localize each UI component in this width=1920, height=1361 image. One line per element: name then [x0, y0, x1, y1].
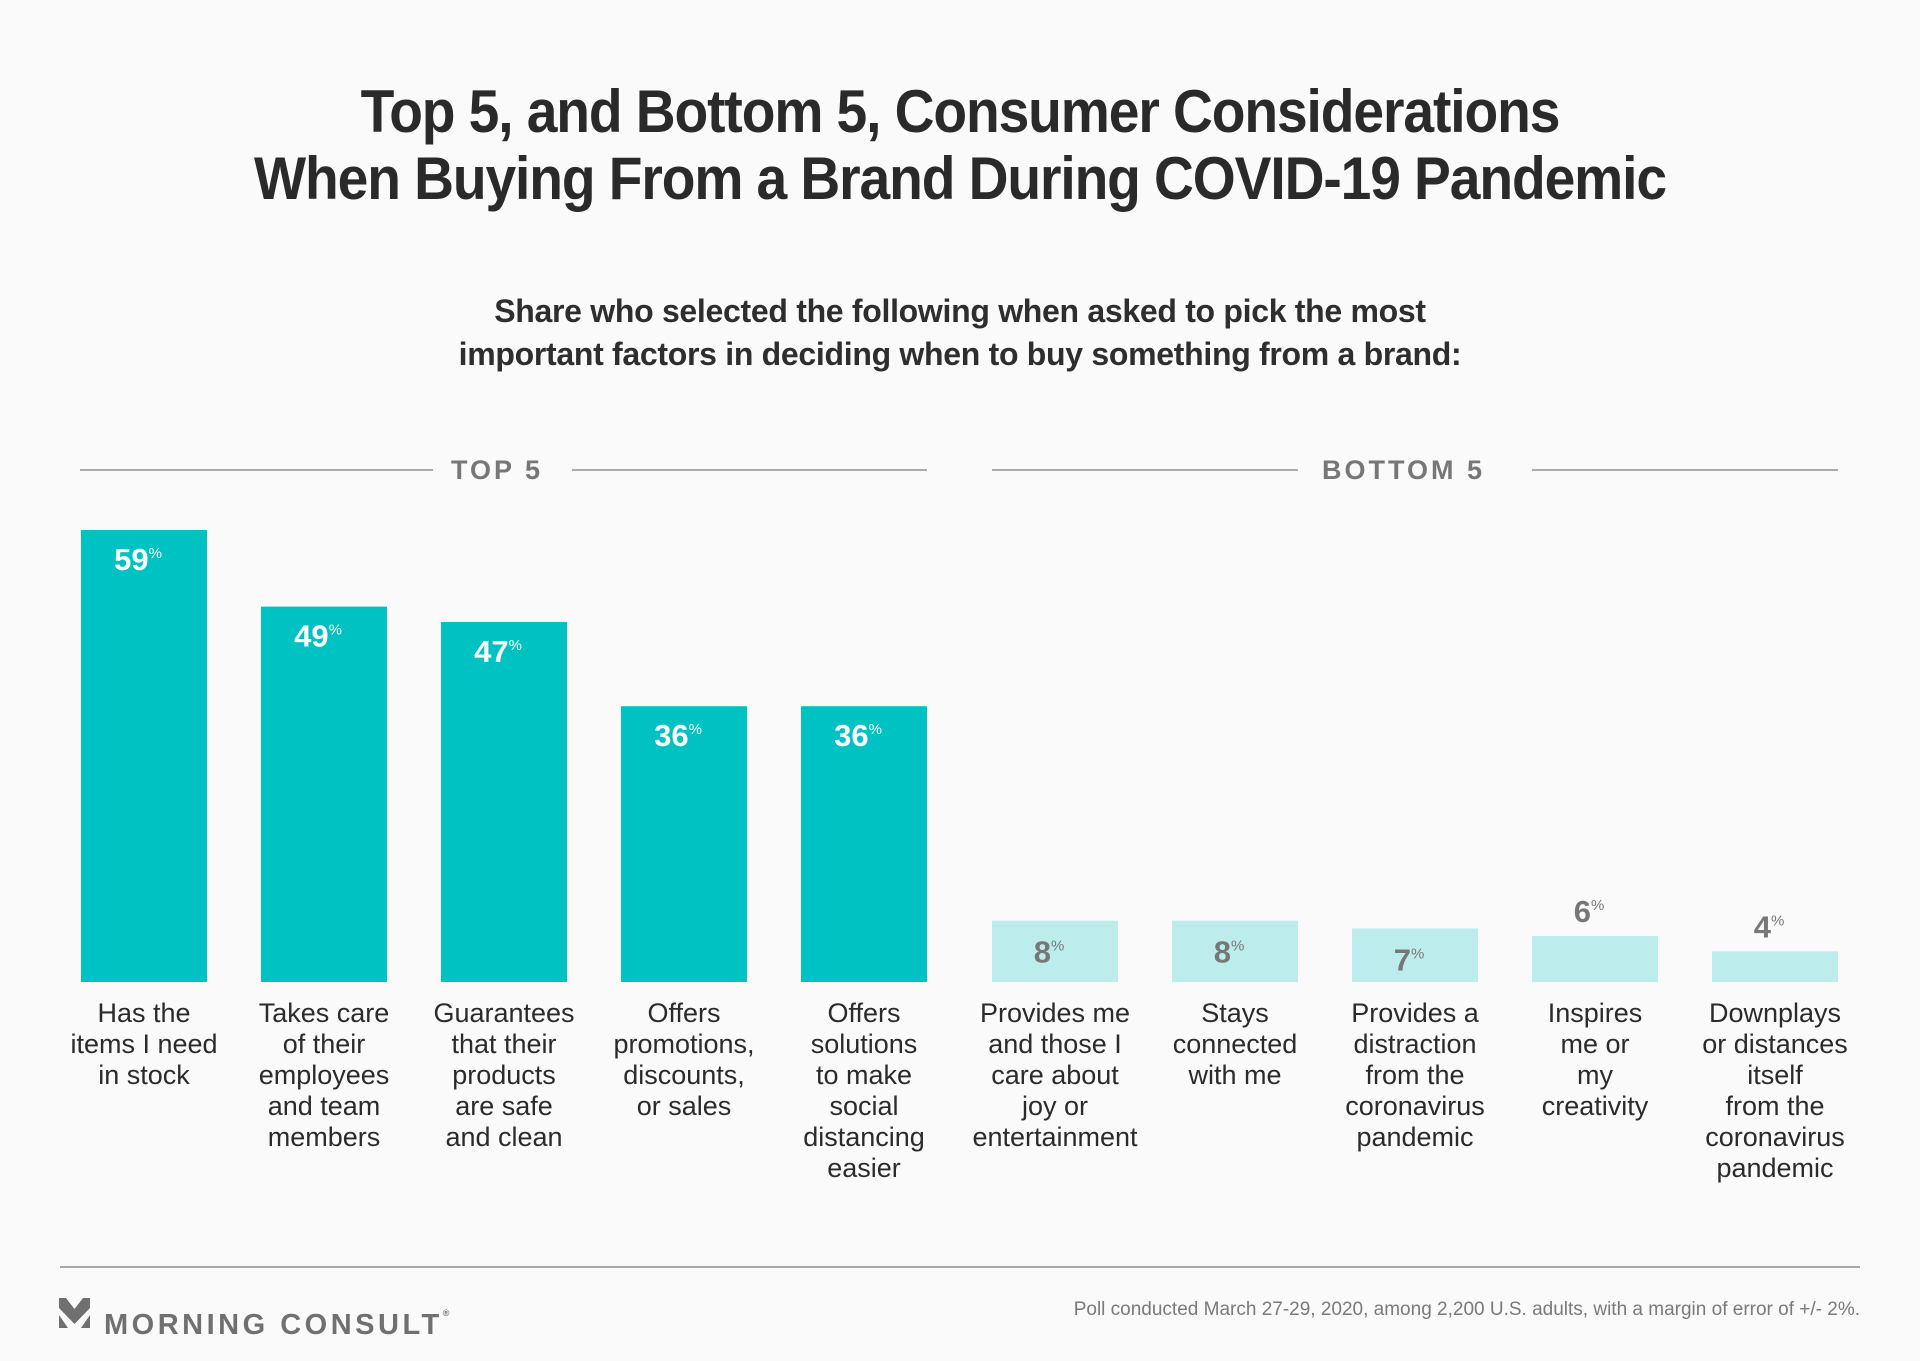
top-section-divider-left — [80, 469, 433, 471]
percent-sign: % — [509, 637, 522, 654]
chart-subtitle-line-1: Share who selected the following when as… — [494, 293, 1426, 329]
morning-consult-logo-icon — [59, 1298, 90, 1328]
bottom-section-divider-right — [1532, 469, 1838, 471]
bottom-section-label: BOTTOM 5 — [1322, 455, 1486, 485]
value-label: 8% — [1214, 935, 1245, 970]
percent-sign: % — [1591, 897, 1604, 914]
top-bar — [81, 530, 207, 982]
chart-title-line-2: When Buying From a Brand During COVID-19… — [254, 145, 1667, 212]
value-label: 59% — [114, 542, 162, 577]
category-label: Has the items I need in stock — [70, 998, 218, 1090]
category-label: Stays connected with me — [1172, 998, 1298, 1090]
top-bar — [441, 621, 567, 982]
chart-subtitle: Share who selected the following when as… — [0, 290, 1920, 376]
category-label: Downplays or distances itself from the c… — [1702, 998, 1848, 1183]
percent-sign: % — [1231, 938, 1244, 955]
category-label: Takes care of their employees and team m… — [258, 998, 390, 1152]
bottom-bar — [1172, 920, 1298, 982]
chart-subtitle-line-2: important factors in deciding when to bu… — [458, 336, 1462, 372]
top-bar — [621, 706, 747, 982]
percent-sign: % — [1051, 938, 1064, 955]
value-label: 6% — [1574, 894, 1605, 929]
chart-title-line-1: Top 5, and Bottom 5, Consumer Considerat… — [360, 78, 1561, 145]
category-label: Offers solutions to make social distanci… — [803, 998, 925, 1183]
top-bar — [801, 706, 927, 982]
value-label: 4% — [1754, 909, 1785, 944]
percent-sign: % — [689, 721, 702, 738]
category-label: Inspires me or my creativity — [1541, 998, 1649, 1121]
source-note: Poll conducted March 27-29, 2020, among … — [1073, 1299, 1860, 1320]
bottom-bar — [1532, 936, 1658, 982]
category-label: Provides me and those I care about joy o… — [972, 998, 1138, 1152]
percent-sign: % — [1411, 945, 1424, 962]
bottom-bar — [1352, 928, 1478, 982]
footer-divider — [60, 1266, 1860, 1268]
top-section-label: TOP 5 — [451, 455, 544, 485]
top-section-divider-right — [572, 469, 927, 471]
brand-name-text: MORNING CONSULT — [104, 1309, 443, 1341]
chart-title: Top 5, and Bottom 5, Consumer Considerat… — [77, 78, 1843, 212]
category-label: Provides a distraction from the coronavi… — [1345, 998, 1485, 1152]
bottom-bar — [1712, 951, 1838, 982]
bottom-bar — [992, 920, 1118, 982]
brand-name: MORNING CONSULT® — [104, 1296, 449, 1342]
registered-mark: ® — [442, 1308, 450, 1318]
category-label: Guarantees that their products are safe … — [433, 998, 575, 1152]
category-label: Offers promotions, discounts, or sales — [613, 998, 755, 1121]
top-bar — [261, 606, 387, 982]
percent-sign: % — [869, 721, 882, 738]
percent-sign: % — [1771, 912, 1784, 929]
percent-sign: % — [149, 545, 162, 562]
bottom-section-divider-left — [992, 469, 1298, 471]
percent-sign: % — [329, 622, 342, 639]
